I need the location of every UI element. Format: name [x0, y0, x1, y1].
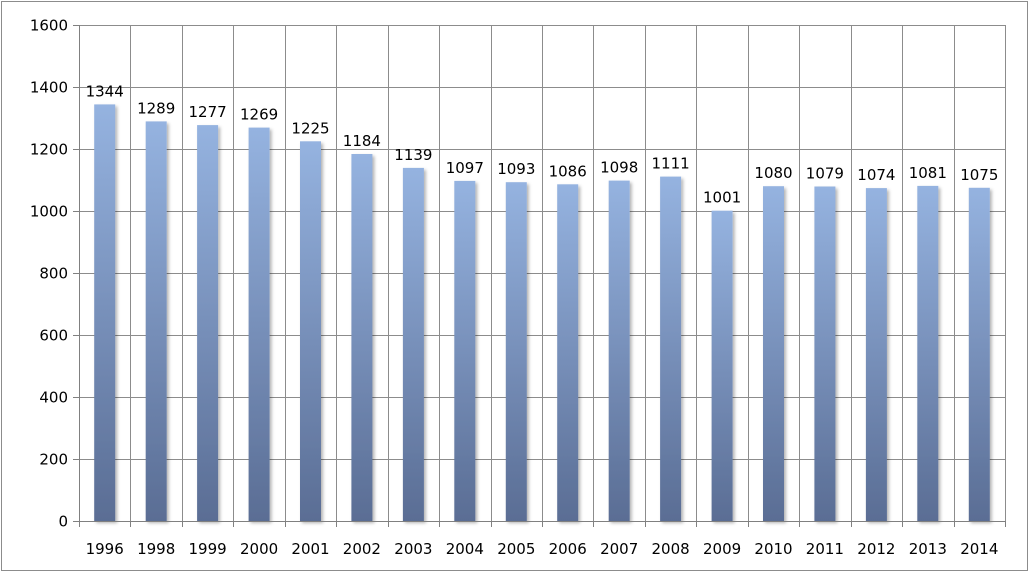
bar [505, 182, 527, 521]
bar [351, 154, 373, 521]
y-tick-label: 1200 [30, 141, 68, 159]
data-label: 1277 [189, 103, 227, 121]
data-label: 1184 [343, 132, 381, 150]
bar [248, 127, 270, 521]
x-tick-label: 2007 [600, 540, 638, 558]
data-label: 1075 [960, 166, 998, 184]
y-tick-label: 0 [58, 513, 68, 531]
bar [968, 187, 990, 522]
x-tick-label: 2008 [652, 540, 690, 558]
data-label: 1086 [549, 162, 587, 180]
x-tick-label: 1999 [189, 540, 227, 558]
data-label: 1081 [909, 164, 947, 182]
data-label: 1111 [652, 155, 690, 173]
data-label: 1289 [137, 99, 175, 117]
data-label: 1097 [446, 159, 484, 177]
y-tick-label: 400 [39, 389, 68, 407]
data-label: 1098 [600, 159, 638, 177]
bar [917, 185, 939, 521]
x-tick-label: 2002 [343, 540, 381, 558]
x-tick-label: 2014 [960, 540, 998, 558]
bar [454, 180, 476, 521]
x-tick-label: 2003 [394, 540, 432, 558]
bars-layer [94, 104, 990, 522]
bar [94, 104, 116, 522]
x-tick-label: 2000 [240, 540, 278, 558]
bar [865, 188, 887, 521]
data-label: 1139 [394, 146, 432, 164]
data-label: 1344 [86, 82, 124, 100]
x-tick-label: 2011 [806, 540, 844, 558]
y-tick-label: 1400 [30, 79, 68, 97]
y-tick-label: 200 [39, 451, 68, 469]
labels-layer: 1344 1289 1277 1269 1225 1184 1139 1097 1093 1086… [86, 82, 999, 206]
y-tick-label: 600 [39, 327, 68, 345]
bar [711, 210, 733, 521]
x-tick-label: 1998 [137, 540, 175, 558]
x-tick-label: 2012 [857, 540, 895, 558]
data-label: 1074 [857, 166, 895, 184]
x-tick-label: 2004 [446, 540, 484, 558]
y-tick-label: 1600 [30, 17, 68, 35]
grid-layer [79, 25, 1006, 521]
bar [557, 184, 579, 522]
bar [300, 141, 321, 522]
y-tick-label: 1000 [30, 203, 68, 221]
y-tick-label: 800 [39, 265, 68, 283]
bar [608, 180, 630, 521]
bar [814, 186, 836, 521]
bar [763, 186, 784, 521]
x-tick-label: 2001 [291, 540, 329, 558]
bar [660, 176, 682, 521]
x-tick-label: 2013 [909, 540, 947, 558]
bar [145, 121, 167, 522]
data-label: 1093 [497, 160, 535, 178]
axis-layer: 0 200 400 600 800 1000 1200 1400 1600 1996 1998 199… [30, 17, 1006, 558]
bar [197, 125, 219, 521]
x-tick-label: 2009 [703, 540, 741, 558]
x-tick-label: 2005 [497, 540, 535, 558]
data-label: 1080 [754, 164, 792, 182]
data-label: 1079 [806, 165, 844, 183]
data-label: 1269 [240, 106, 278, 124]
bar [402, 167, 424, 521]
x-tick-label: 1996 [86, 540, 124, 558]
data-label: 1001 [703, 189, 741, 207]
data-label: 1225 [291, 119, 329, 137]
x-tick-label: 2006 [549, 540, 587, 558]
x-tick-label: 2010 [754, 540, 792, 558]
